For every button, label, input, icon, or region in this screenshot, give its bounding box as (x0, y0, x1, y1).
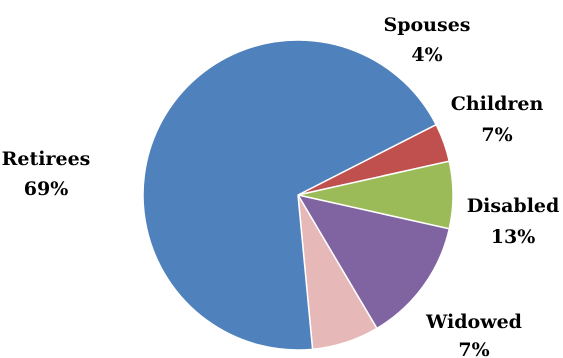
slice-value-retirees: 69% (24, 178, 69, 200)
slice-label-spouses: Spouses (384, 14, 471, 36)
slice-value-spouses: 4% (411, 44, 442, 66)
slice-value-disabled: 13% (491, 226, 536, 248)
pie-slice-retirees (142, 39, 437, 351)
slice-label-retirees: Retirees (2, 148, 91, 170)
slice-label-disabled: Disabled (467, 195, 560, 217)
slice-label-widowed: Widowed (425, 311, 522, 333)
pie-slices (142, 39, 454, 351)
slice-label-children: Children (451, 93, 544, 115)
slice-value-children: 7% (481, 124, 512, 146)
slice-value-widowed: 7% (458, 339, 489, 358)
pie-labels: Spouses 4% Children 7% Disabled 13% Widowed 7% R… (2, 14, 560, 358)
pie-slice-disabled (297, 194, 451, 330)
